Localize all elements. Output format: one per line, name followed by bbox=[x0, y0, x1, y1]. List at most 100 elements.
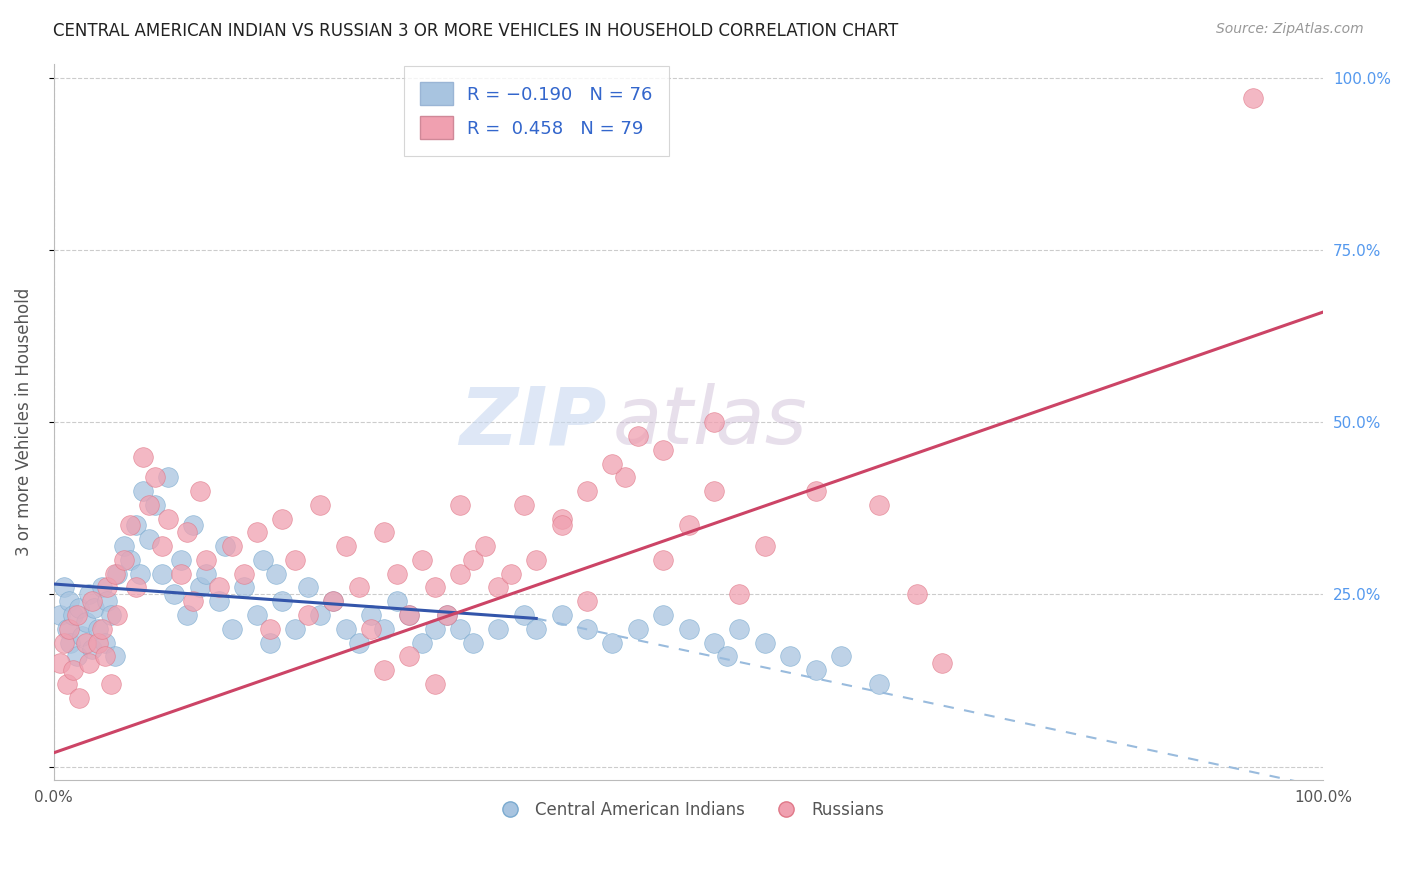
Point bbox=[104, 566, 127, 581]
Point bbox=[150, 566, 173, 581]
Point bbox=[112, 553, 135, 567]
Point bbox=[188, 484, 211, 499]
Point bbox=[145, 498, 167, 512]
Legend: Central American Indians, Russians: Central American Indians, Russians bbox=[486, 795, 891, 826]
Point bbox=[183, 518, 205, 533]
Point bbox=[1243, 91, 1265, 105]
Point bbox=[87, 622, 110, 636]
Point bbox=[105, 566, 128, 581]
Point bbox=[79, 657, 101, 671]
Y-axis label: 3 or more Vehicles in Household: 3 or more Vehicles in Household bbox=[15, 288, 32, 557]
Point bbox=[55, 677, 77, 691]
Point bbox=[70, 629, 93, 643]
Point bbox=[80, 594, 103, 608]
Point bbox=[58, 622, 80, 636]
Point bbox=[157, 511, 180, 525]
Point bbox=[259, 635, 281, 649]
Point bbox=[614, 470, 637, 484]
Point bbox=[83, 601, 105, 615]
Point bbox=[373, 525, 395, 540]
Point bbox=[297, 607, 319, 622]
Point bbox=[728, 587, 751, 601]
Point bbox=[423, 677, 446, 691]
Point bbox=[486, 581, 509, 595]
Point bbox=[259, 622, 281, 636]
Point bbox=[66, 607, 89, 622]
Point bbox=[449, 566, 471, 581]
Point bbox=[62, 663, 84, 677]
Point bbox=[309, 498, 332, 512]
Point bbox=[461, 553, 484, 567]
Point bbox=[423, 581, 446, 595]
Point bbox=[176, 525, 198, 540]
Point bbox=[754, 539, 776, 553]
Point bbox=[157, 470, 180, 484]
Point bbox=[309, 607, 332, 622]
Point bbox=[804, 663, 827, 677]
Point bbox=[271, 511, 294, 525]
Point bbox=[335, 622, 357, 636]
Point bbox=[91, 581, 114, 595]
Point bbox=[550, 511, 572, 525]
Point bbox=[716, 649, 738, 664]
Point bbox=[105, 607, 128, 622]
Point bbox=[461, 635, 484, 649]
Point bbox=[550, 518, 572, 533]
Point bbox=[678, 622, 700, 636]
Point bbox=[423, 622, 446, 636]
Point bbox=[87, 635, 110, 649]
Point bbox=[868, 677, 890, 691]
Point bbox=[627, 622, 650, 636]
Point bbox=[512, 607, 534, 622]
Point bbox=[449, 622, 471, 636]
Point bbox=[284, 622, 307, 636]
Point bbox=[131, 484, 153, 499]
Point bbox=[176, 607, 198, 622]
Point bbox=[252, 553, 274, 567]
Point bbox=[335, 539, 357, 553]
Point bbox=[93, 635, 115, 649]
Point bbox=[80, 642, 103, 657]
Point bbox=[297, 581, 319, 595]
Point bbox=[779, 649, 801, 664]
Point bbox=[112, 539, 135, 553]
Point bbox=[125, 518, 148, 533]
Point bbox=[91, 622, 114, 636]
Point bbox=[195, 566, 218, 581]
Point bbox=[96, 581, 118, 595]
Point bbox=[474, 539, 496, 553]
Point bbox=[602, 635, 624, 649]
Text: CENTRAL AMERICAN INDIAN VS RUSSIAN 3 OR MORE VEHICLES IN HOUSEHOLD CORRELATION C: CENTRAL AMERICAN INDIAN VS RUSSIAN 3 OR … bbox=[53, 22, 898, 40]
Point bbox=[183, 594, 205, 608]
Point bbox=[233, 566, 256, 581]
Point bbox=[385, 566, 408, 581]
Point bbox=[754, 635, 776, 649]
Point bbox=[221, 622, 243, 636]
Text: ZIP: ZIP bbox=[458, 384, 606, 461]
Point bbox=[49, 607, 72, 622]
Point bbox=[360, 607, 382, 622]
Point bbox=[512, 498, 534, 512]
Point bbox=[703, 484, 725, 499]
Point bbox=[627, 429, 650, 443]
Point bbox=[246, 525, 269, 540]
Point bbox=[449, 498, 471, 512]
Point bbox=[49, 657, 72, 671]
Point bbox=[499, 566, 522, 581]
Point bbox=[830, 649, 852, 664]
Point bbox=[170, 553, 193, 567]
Point bbox=[214, 539, 236, 553]
Point bbox=[868, 498, 890, 512]
Point bbox=[398, 607, 420, 622]
Point bbox=[93, 649, 115, 664]
Point bbox=[678, 518, 700, 533]
Point bbox=[118, 518, 141, 533]
Point bbox=[58, 594, 80, 608]
Point bbox=[347, 581, 370, 595]
Point bbox=[322, 594, 344, 608]
Point bbox=[100, 607, 122, 622]
Point bbox=[131, 450, 153, 464]
Point bbox=[652, 553, 675, 567]
Point bbox=[129, 566, 152, 581]
Point bbox=[373, 622, 395, 636]
